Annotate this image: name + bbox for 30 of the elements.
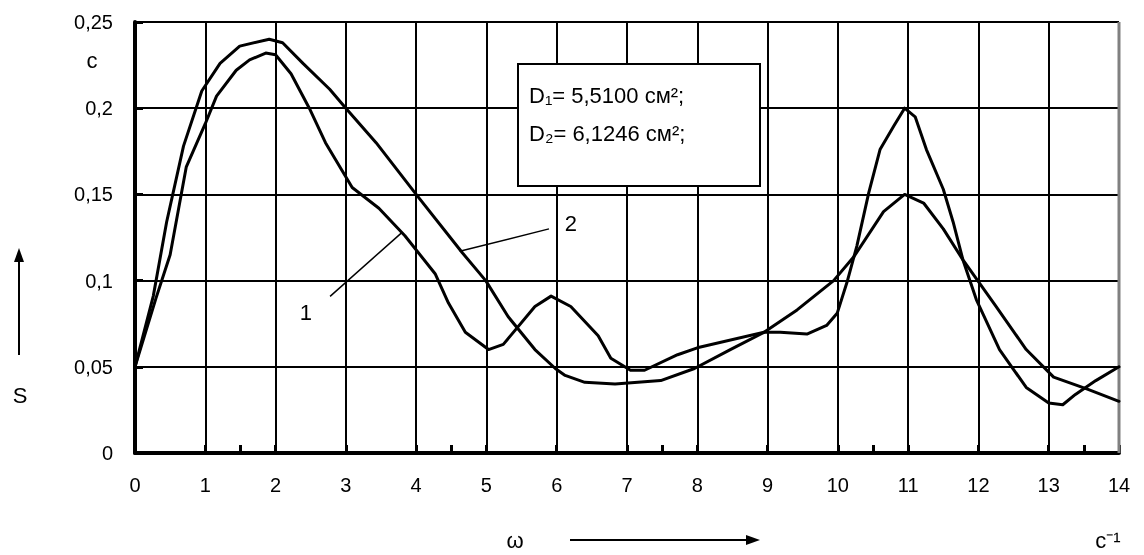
x-tick-label: 9 xyxy=(762,474,774,496)
x-tick-label: 4 xyxy=(410,474,422,496)
x-tick-label: 2 xyxy=(270,474,282,496)
x-tick-label: 14 xyxy=(1107,474,1131,496)
annotation: 2 xyxy=(564,210,577,236)
x-tick-label: 5 xyxy=(480,474,492,496)
annotation: 1 xyxy=(299,299,313,325)
y-tick-label: 0,1 xyxy=(85,269,113,292)
x-tick-label: 6 xyxy=(551,474,563,496)
y-tick-label: 0,2 xyxy=(85,97,113,120)
x-tick-label: 13 xyxy=(1037,474,1060,496)
x-tick-label: 0 xyxy=(129,474,141,496)
x-tick-label: 7 xyxy=(621,474,633,496)
x-tick-label: 12 xyxy=(967,474,990,496)
y-axis-title: S xyxy=(12,382,28,408)
text: с⁻¹ xyxy=(1095,527,1121,553)
x-axis-title: ω xyxy=(506,527,524,553)
y-tick-label: 0,05 xyxy=(74,355,113,378)
annotation: D₁= 5,5100 см²; xyxy=(529,82,686,110)
x-tick-label: 3 xyxy=(340,474,352,496)
x-tick-label: 11 xyxy=(897,474,919,496)
y-tick-label: 0,25 xyxy=(74,11,113,33)
x-tick-label: 1 xyxy=(199,474,211,496)
x-tick-label: 10 xyxy=(826,474,849,496)
text: с xyxy=(86,47,98,73)
annotation: D₂= 6,1246 см²; xyxy=(529,120,687,148)
y-tick-label: 0 xyxy=(101,442,113,464)
x-tick-label: 8 xyxy=(691,474,703,496)
formula-box: D₁= 5,5100 см²; D₂= 6,1246 см²; xyxy=(517,63,761,187)
y-tick-label: 0,15 xyxy=(74,183,113,206)
